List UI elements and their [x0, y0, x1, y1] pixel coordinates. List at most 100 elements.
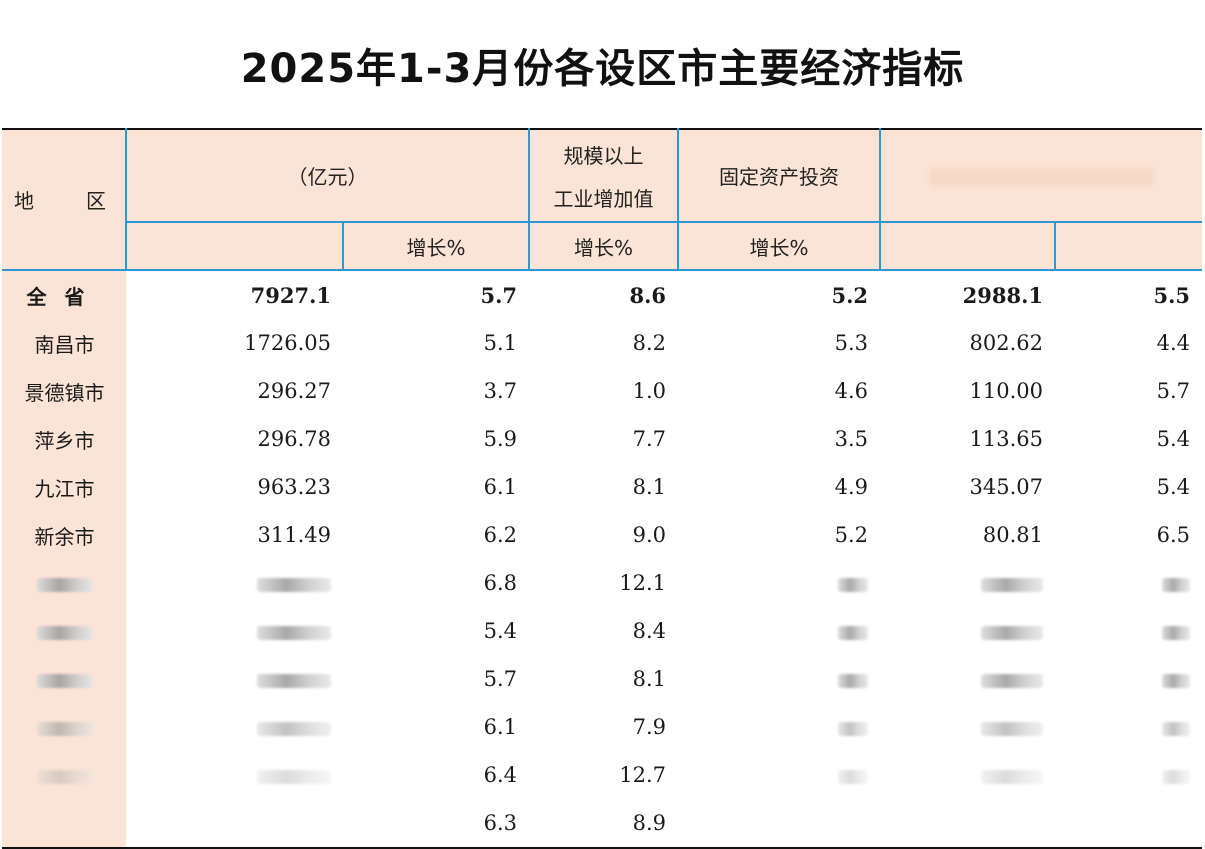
cell-gdp-growth: 5.7: [483, 667, 517, 691]
table-row: 6.4 12.7: [2, 751, 1202, 799]
cell-industrial-growth: 8.1: [632, 667, 666, 691]
redacted-value: [1162, 721, 1190, 736]
cell-col6: [1055, 751, 1202, 799]
table-body: 全省 7927.1 5.7 8.6 5.2 2988.1 5.5 南昌市 1726.05 5.1 8…: [2, 270, 1202, 849]
cell-fixed-asset-growth: [678, 703, 880, 751]
cell-col6: 5.7: [1156, 379, 1190, 403]
cell-col5: 113.65: [969, 427, 1043, 451]
cell-gdp-growth: 6.2: [483, 523, 517, 547]
cell-region: [2, 703, 126, 751]
header-blurred-group: [880, 129, 1202, 223]
cell-fixed-asset-growth: 5.3: [834, 331, 868, 355]
cell-gdp-growth: 6.8: [483, 571, 517, 595]
redacted-value: [1162, 673, 1190, 688]
cell-gdp: 311.49: [257, 523, 331, 547]
cell-col6: [1055, 655, 1202, 703]
redacted-value: [36, 577, 93, 592]
cell-gdp: [126, 703, 343, 751]
cell-gdp-growth: 6.1: [483, 475, 517, 499]
cell-gdp-growth: 6.4: [483, 763, 517, 787]
cell-gdp: [126, 559, 343, 607]
cell-col6: [1055, 799, 1202, 849]
redacted-value: [981, 625, 1043, 640]
cell-gdp: 963.23: [257, 475, 331, 499]
cell-industrial-growth: 12.7: [619, 763, 666, 787]
cell-fixed-asset-growth: [678, 751, 880, 799]
table-row: 景德镇市 296.27 3.7 1.0 4.6 110.00 5.7: [2, 367, 1202, 415]
redacted-value: [1162, 625, 1190, 640]
cell-fixed-asset-growth: [678, 607, 880, 655]
cell-industrial-growth: 8.2: [632, 331, 666, 355]
cell-industrial-growth: 12.1: [619, 571, 666, 595]
header-gdp: （亿元）: [126, 129, 530, 223]
cell-gdp: [126, 607, 343, 655]
cell-region: 新余市: [2, 511, 126, 559]
cell-industrial-growth: 1.0: [632, 379, 666, 403]
cell-region: [2, 799, 126, 849]
cell-region: [2, 559, 126, 607]
header-industrial: 规模以上 工业增加值: [529, 129, 679, 223]
redacted-value: [838, 625, 868, 640]
redacted-value: [257, 721, 331, 736]
redacted-value: [981, 577, 1043, 592]
header-fixed-asset-growth: 增长%: [678, 222, 881, 271]
cell-fixed-asset-growth: 4.6: [834, 379, 868, 403]
cell-fixed-asset-growth: 5.2: [834, 523, 868, 547]
page-title: 2025年1-3月份各设区市主要经济指标: [240, 46, 965, 92]
cell-col6: 6.5: [1156, 523, 1190, 547]
redacted-value: [36, 625, 93, 640]
table-row: 5.4 8.4: [2, 607, 1202, 655]
cell-gdp-growth: 6.3: [343, 799, 529, 849]
header-region-char-1: 地: [14, 189, 34, 213]
indicator-table: 地区 （亿元） 规模以上 工业增加值 固定资产投资 增长% 增长% 增长% 全省…: [2, 128, 1202, 849]
header-industrial-line2: 工业增加值: [553, 186, 654, 211]
table-row: 6.8 12.1: [2, 559, 1202, 607]
redacted-value: [838, 769, 868, 784]
header-fixed-asset: 固定资产投资: [678, 129, 881, 223]
redacted-value: [257, 625, 331, 640]
header-region: 地区: [2, 129, 127, 271]
cell-col5: [880, 751, 1055, 799]
table-row: 6.1 7.9: [2, 703, 1202, 751]
cell-col5: [880, 799, 1055, 849]
table-row: 6.3 8.9: [2, 799, 1202, 849]
redacted-value: [838, 577, 868, 592]
cell-region: 萍乡市: [2, 415, 126, 463]
cell-gdp: 1726.05: [244, 331, 331, 355]
cell-col5: [880, 655, 1055, 703]
cell-col5: [880, 607, 1055, 655]
redacted-value: [1162, 769, 1190, 784]
table-row: 新余市 311.49 6.2 9.0 5.2 80.81 6.5: [2, 511, 1202, 559]
cell-region: [2, 751, 126, 799]
cell-gdp-growth: 5.4: [483, 619, 517, 643]
cell-gdp-growth: 5.7: [480, 282, 517, 308]
header-gdp-unit: （亿元）: [287, 165, 368, 189]
header-industrial-line1: 规模以上: [563, 143, 644, 168]
table-row: 萍乡市 296.78 5.9 7.7 3.5 113.65 5.4: [2, 415, 1202, 463]
cell-fixed-asset-growth: 4.9: [834, 475, 868, 499]
cell-fixed-asset-growth: [678, 559, 880, 607]
table-row: 九江市 963.23 6.1 8.1 4.9 345.07 5.4: [2, 463, 1202, 511]
redacted-value: [36, 769, 93, 784]
redacted-value: [36, 721, 93, 736]
cell-gdp-growth: 6.1: [483, 715, 517, 739]
cell-gdp: [126, 751, 343, 799]
table-row: 全省 7927.1 5.7 8.6 5.2 2988.1 5.5: [2, 270, 1202, 319]
cell-col6: [1055, 559, 1202, 607]
cell-col6: 5.4: [1156, 475, 1190, 499]
cell-industrial-growth: 8.6: [629, 282, 666, 308]
cell-region: 景德镇市: [2, 367, 126, 415]
cell-col6: 5.4: [1156, 427, 1190, 451]
cell-col5: 802.62: [969, 331, 1043, 355]
cell-fixed-asset-growth: 3.5: [834, 427, 868, 451]
cell-col6: 5.5: [1153, 282, 1190, 308]
table-header: 地区 （亿元） 规模以上 工业增加值 固定资产投资 增长% 增长% 增长%: [2, 129, 1202, 271]
redacted-header: [929, 168, 1154, 186]
redacted-value: [257, 769, 331, 784]
cell-col6: 4.4: [1156, 331, 1190, 355]
cell-col5: 2988.1: [962, 282, 1043, 308]
cell-region: 南昌市: [2, 319, 126, 367]
redacted-value: [1162, 577, 1190, 592]
table-row: 南昌市 1726.05 5.1 8.2 5.3 802.62 4.4: [2, 319, 1202, 367]
cell-gdp-growth: 5.1: [483, 331, 517, 355]
